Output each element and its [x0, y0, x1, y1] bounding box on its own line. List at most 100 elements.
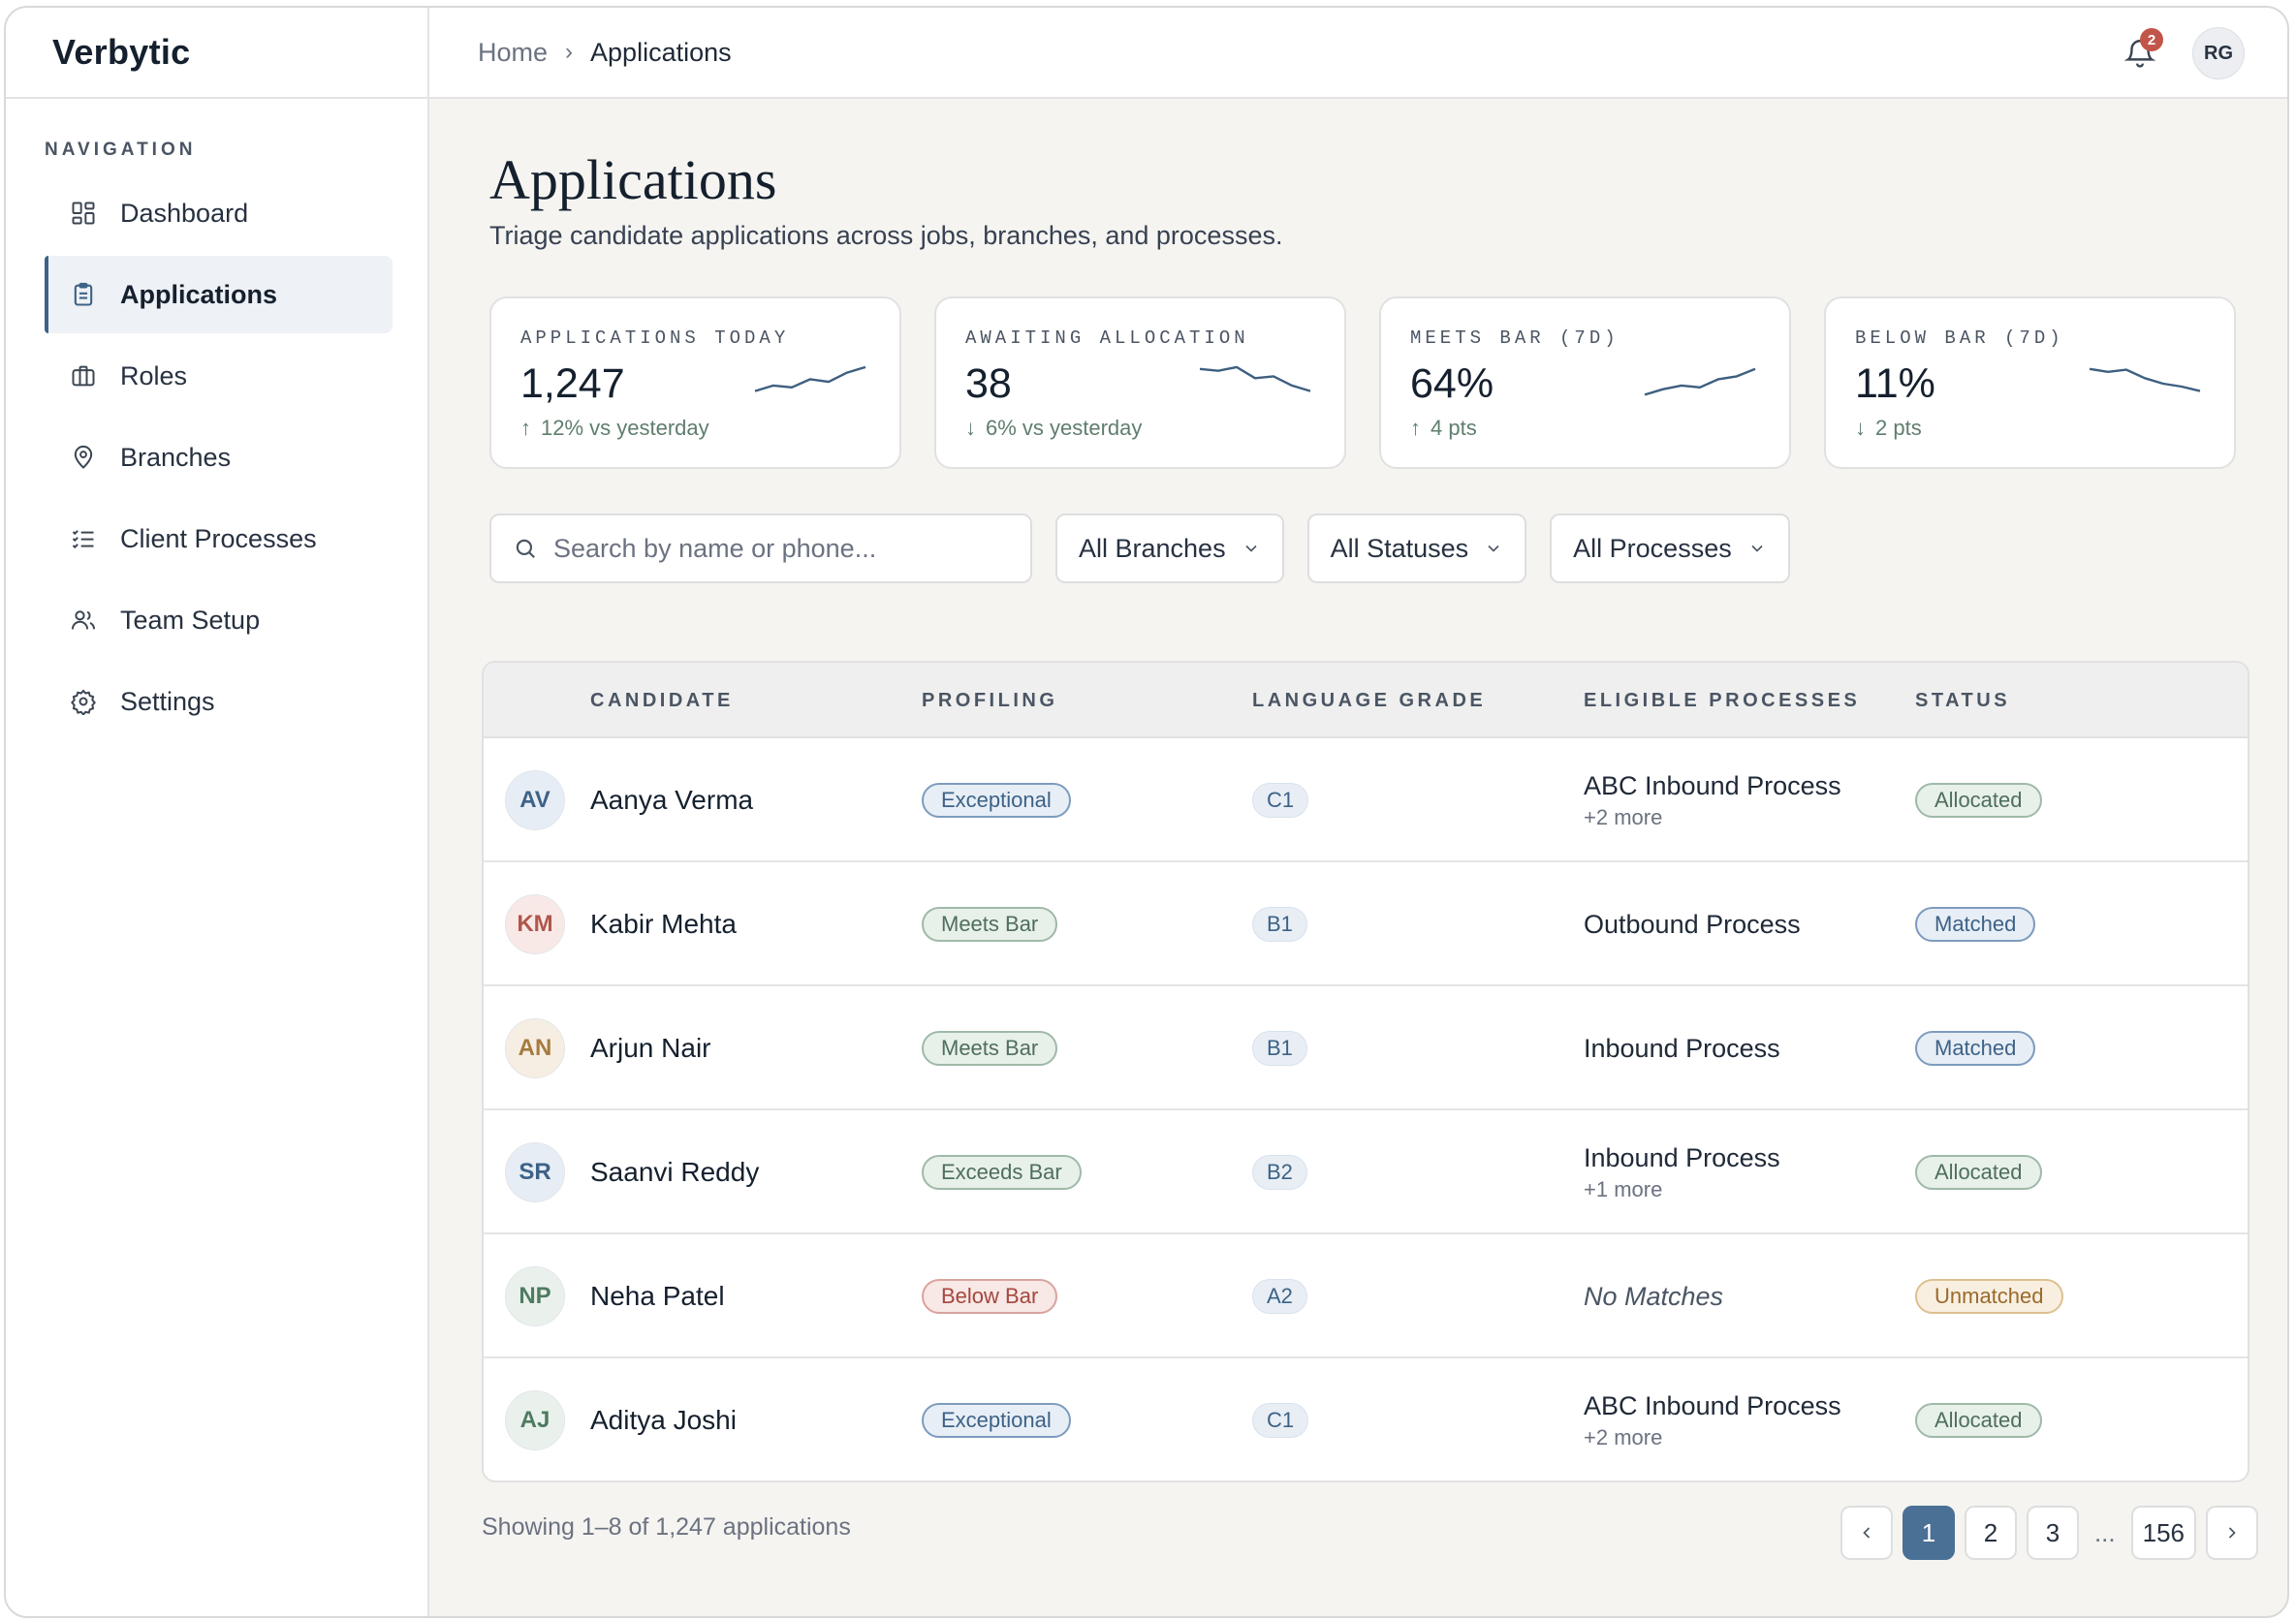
profiling-badge: Exceptional: [922, 783, 1071, 818]
page-button-2[interactable]: 2: [1964, 1506, 2017, 1560]
table-row[interactable]: NP Neha Patel Below Bar A2 No Matches Unmatch…: [484, 1234, 2248, 1358]
breadcrumb-separator: ›: [565, 39, 574, 65]
arrow-up-icon: ↑: [1410, 416, 1421, 440]
statuses-dropdown-value: All Statuses: [1330, 533, 1469, 563]
candidate-name[interactable]: Saanvi Reddy: [590, 1157, 760, 1187]
chevron-down-icon: [1484, 539, 1503, 558]
kpi-cards: APPLICATIONS TODAY 1,247 ↑ 12% vs yesterd…: [489, 296, 2236, 469]
checklist-icon: [68, 523, 99, 554]
table-row[interactable]: SR Saanvi Reddy Exceeds Bar B2 Inbound Proce…: [484, 1110, 2248, 1234]
sidebar-item-branches[interactable]: Branches: [45, 419, 393, 496]
more-processes-link[interactable]: +1 more: [1584, 1176, 1663, 1201]
process-name: No Matches: [1584, 1281, 1724, 1311]
candidate-name[interactable]: Aditya Joshi: [590, 1405, 737, 1435]
statuses-dropdown[interactable]: All Statuses: [1306, 514, 1527, 583]
nav-heading: NAVIGATION: [45, 140, 197, 160]
kpi-label: BELOW BAR (7D): [1855, 327, 2064, 349]
column-header-status[interactable]: STATUS: [1915, 690, 2011, 711]
breadcrumb-current: Applications: [590, 37, 732, 67]
sidebar-item-applications[interactable]: Applications: [45, 256, 393, 333]
user-avatar[interactable]: RG: [2192, 27, 2245, 79]
eligible-processes: Inbound Process +1 more: [1584, 1110, 1780, 1234]
notifications-button[interactable]: 2: [2121, 28, 2163, 73]
sparkline: [1199, 365, 1311, 392]
brand-logo[interactable]: Verbytic: [6, 8, 427, 99]
chevron-right-icon: [2228, 1527, 2236, 1539]
profiling-badge: Meets Bar: [922, 907, 1058, 942]
kpi-value: 38: [965, 360, 1012, 407]
status-badge: Allocated: [1915, 783, 2042, 818]
profiling-badge: Meets Bar: [922, 1031, 1058, 1066]
column-header-eligible-processes[interactable]: ELIGIBLE PROCESSES: [1584, 690, 1861, 711]
sidebar-item-dashboard[interactable]: Dashboard: [45, 174, 393, 252]
kpi-delta: ↑ 12% vs yesterday: [520, 416, 899, 441]
candidate-name[interactable]: Neha Patel: [590, 1281, 725, 1311]
column-header-language-grade[interactable]: LANGUAGE GRADE: [1252, 690, 1487, 711]
sidebar-item-label: Dashboard: [120, 198, 249, 228]
language-grade-badge: B1: [1252, 1031, 1307, 1066]
table-row[interactable]: KM Kabir Mehta Meets Bar B1 Outbound Process…: [484, 862, 2248, 986]
kpi-value: 64%: [1410, 360, 1494, 407]
more-processes-link[interactable]: +2 more: [1584, 804, 1663, 829]
kpi-card-meets-bar: MEETS BAR (7D) 64% ↑ 4 pts: [1379, 296, 1791, 469]
column-header-candidate[interactable]: CANDIDATE: [590, 690, 734, 711]
table-row[interactable]: AN Arjun Nair Meets Bar B1 Inbound Process Ma…: [484, 986, 2248, 1110]
kpi-value: 1,247: [520, 360, 625, 407]
table-row[interactable]: AV Aanya Verma Exceptional C1 ABC Inbound Pr…: [484, 738, 2248, 862]
page-button-1[interactable]: 1: [1902, 1506, 1955, 1560]
breadcrumb-home[interactable]: Home: [478, 37, 549, 67]
table-row[interactable]: AJ Aditya Joshi Exceptional C1 ABC Inbound P…: [484, 1358, 2248, 1480]
language-grade-badge: B2: [1252, 1155, 1307, 1190]
table-body: AV Aanya Verma Exceptional C1 ABC Inbound Pr…: [484, 738, 2248, 1480]
sidebar-item-roles[interactable]: Roles: [45, 337, 393, 415]
process-name: Inbound Process: [1584, 1033, 1780, 1063]
chevron-down-icon: [1242, 539, 1261, 558]
clipboard-icon: [68, 279, 99, 310]
page-button-last[interactable]: 156: [2130, 1506, 2196, 1560]
search-placeholder: Search by name or phone...: [553, 533, 877, 563]
sidebar-item-team-setup[interactable]: Team Setup: [45, 581, 393, 659]
sidebar-item-label: Roles: [120, 360, 188, 390]
language-grade-badge: A2: [1252, 1279, 1307, 1314]
kpi-delta: ↓ 2 pts: [1855, 416, 2234, 441]
processes-dropdown[interactable]: All Processes: [1550, 514, 1790, 583]
sidebar-item-settings[interactable]: Settings: [45, 663, 393, 740]
search-input[interactable]: Search by name or phone...: [489, 514, 1032, 583]
sparkline-trend: [1199, 365, 1311, 392]
sidebar-item-label: Client Processes: [120, 523, 317, 553]
status-badge: Matched: [1915, 907, 2036, 942]
eligible-processes: Inbound Process: [1584, 986, 1780, 1110]
sidebar-item-label: Applications: [120, 279, 278, 309]
gear-icon: [68, 686, 99, 717]
top-right-actions: 2 RG: [2121, 27, 2245, 79]
candidate-name[interactable]: Arjun Nair: [590, 1033, 711, 1063]
arrow-down-icon: ↓: [1855, 416, 1866, 440]
sidebar-item-client-processes[interactable]: Client Processes: [45, 500, 393, 577]
candidate-name[interactable]: Aanya Verma: [590, 785, 754, 815]
profiling-badge: Below Bar: [922, 1279, 1058, 1314]
next-page-button[interactable]: [2206, 1506, 2258, 1560]
arrow-down-icon: ↓: [965, 416, 976, 440]
page-button-3[interactable]: 3: [2026, 1506, 2079, 1560]
search-icon: [513, 536, 538, 561]
profiling-badge: Exceeds Bar: [922, 1155, 1082, 1190]
map-pin-icon: [68, 442, 99, 473]
previous-page-button[interactable]: [1840, 1506, 1893, 1560]
notification-count-badge: 2: [2140, 28, 2163, 51]
kpi-card-awaiting-allocation: AWAITING ALLOCATION 38 ↓ 6% vs yesterday: [934, 296, 1346, 469]
column-header-profiling[interactable]: PROFILING: [922, 690, 1058, 711]
sparkline: [1644, 367, 1756, 396]
eligible-processes: ABC Inbound Process +2 more: [1584, 1358, 1841, 1480]
candidate-name[interactable]: Kabir Mehta: [590, 909, 737, 939]
sidebar-item-label: Team Setup: [120, 605, 261, 635]
kpi-delta-text: 4 pts: [1431, 416, 1477, 440]
sparkline-trend: [754, 365, 866, 392]
table-header: CANDIDATE PROFILING LANGUAGE GRADE ELIGI…: [484, 663, 2248, 738]
kpi-card-applications-today: APPLICATIONS TODAY 1,247 ↑ 12% vs yesterd…: [489, 296, 901, 469]
process-name: ABC Inbound Process: [1584, 1390, 1841, 1420]
sparkline-trend: [2089, 367, 2201, 392]
branches-dropdown-value: All Branches: [1079, 533, 1226, 563]
kpi-label: MEETS BAR (7D): [1410, 327, 1620, 349]
branches-dropdown[interactable]: All Branches: [1055, 514, 1284, 583]
more-processes-link[interactable]: +2 more: [1584, 1424, 1663, 1449]
